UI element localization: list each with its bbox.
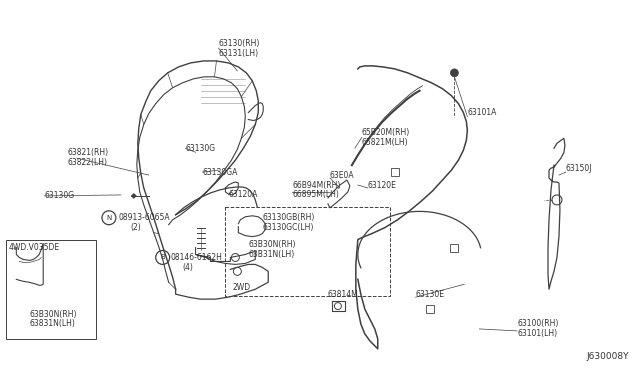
- Text: 63130E: 63130E: [415, 290, 445, 299]
- Text: 63821(RH): 63821(RH): [67, 148, 108, 157]
- Text: 63150J: 63150J: [566, 164, 593, 173]
- Text: 63831N(LH): 63831N(LH): [29, 320, 75, 328]
- Text: 08913-6065A: 08913-6065A: [119, 213, 170, 222]
- Text: 63130GA: 63130GA: [202, 168, 238, 177]
- Text: 63130G: 63130G: [44, 192, 74, 201]
- Text: 63130(RH): 63130(RH): [218, 39, 260, 48]
- Text: 63120E: 63120E: [368, 180, 397, 189]
- Text: 63E0A: 63E0A: [330, 171, 355, 180]
- Text: 63101A: 63101A: [467, 108, 497, 117]
- Text: 2WD: 2WD: [232, 283, 250, 292]
- Text: 63130G: 63130G: [186, 144, 216, 153]
- Text: (4): (4): [182, 263, 193, 272]
- Text: 63814M: 63814M: [328, 290, 358, 299]
- Text: 63B30N(RH): 63B30N(RH): [29, 310, 77, 318]
- Text: 63130GB(RH): 63130GB(RH): [262, 213, 315, 222]
- Text: B: B: [160, 254, 165, 260]
- Text: 65B20M(RH): 65B20M(RH): [362, 128, 410, 137]
- Text: 65821M(LH): 65821M(LH): [362, 138, 408, 147]
- Text: (2): (2): [131, 223, 141, 232]
- Text: 08146-6162H: 08146-6162H: [171, 253, 223, 262]
- Bar: [6, 240, 96, 339]
- Bar: [390, 168, 399, 176]
- Text: 63131(LH): 63131(LH): [218, 48, 259, 58]
- Text: N: N: [106, 215, 111, 221]
- Text: 4WD.V035DE: 4WD.V035DE: [8, 243, 60, 252]
- Text: 63100(RH): 63100(RH): [517, 320, 559, 328]
- Bar: [426, 305, 433, 313]
- Text: 66B94M(RH): 66B94M(RH): [292, 180, 340, 189]
- Circle shape: [451, 69, 458, 77]
- Bar: [225, 207, 390, 296]
- Text: 63822(LH): 63822(LH): [67, 158, 107, 167]
- Text: J630008Y: J630008Y: [586, 352, 628, 361]
- Text: 63130GC(LH): 63130GC(LH): [262, 223, 314, 232]
- Polygon shape: [131, 193, 137, 199]
- Text: 66895M(LH): 66895M(LH): [292, 190, 339, 199]
- Text: 63101(LH): 63101(LH): [517, 329, 557, 339]
- Text: 63B31N(LH): 63B31N(LH): [248, 250, 294, 259]
- Text: 63120A: 63120A: [228, 190, 258, 199]
- Text: 63B30N(RH): 63B30N(RH): [248, 240, 296, 249]
- Bar: [451, 244, 458, 251]
